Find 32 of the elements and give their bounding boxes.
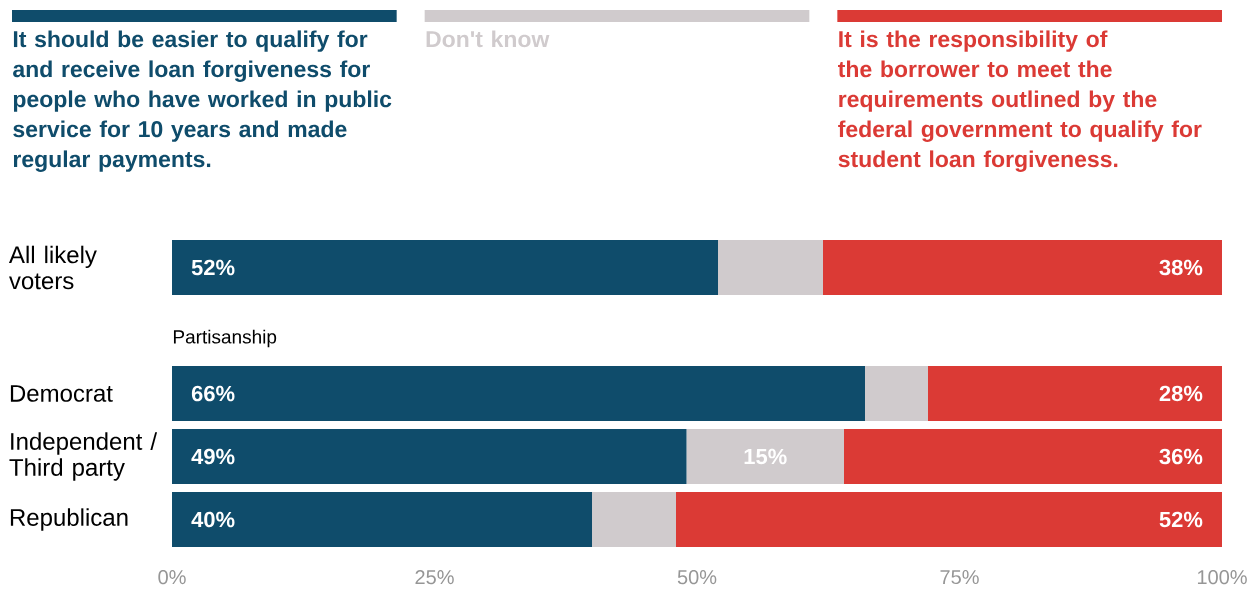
bar (844, 428, 1222, 484)
bar (676, 491, 1222, 547)
y-tick-label: Independent / Third party (9, 432, 158, 481)
data-label: 38% (1159, 259, 1203, 276)
bar (172, 491, 593, 547)
x-tick-label: 75% (940, 570, 979, 585)
bar (172, 428, 687, 484)
data-label: 52% (191, 259, 235, 276)
text: It should be easier to qualify for and receive loan forgiveness for people who have worked in public service for 10 years and made regular payments. (13, 30, 392, 172)
data-label: 36% (1159, 448, 1203, 465)
x-tick-label: 50% (677, 570, 717, 585)
bar (592, 491, 677, 547)
bar (823, 240, 1222, 295)
bar (686, 428, 845, 484)
x-tick-label: 0% (158, 570, 186, 585)
y-tick-label: All likely voters (8, 245, 97, 290)
bar (928, 366, 1222, 421)
data-label: 66% (191, 385, 235, 402)
bar (718, 240, 824, 295)
data-label: 40% (191, 511, 235, 528)
y-tick-label: Republican (10, 508, 128, 531)
x-tick-label: 25% (415, 570, 454, 585)
text: It is the responsibility of the borrower to meet the requirements outlined by the federal government to qualify for student loan forgiveness. (838, 30, 1202, 172)
data-label: 52% (1159, 511, 1203, 528)
x-tick-label: 100% (1197, 570, 1247, 585)
bar (865, 366, 929, 421)
bar (172, 366, 866, 421)
bar (172, 240, 719, 295)
annotation: Partisanship (173, 329, 277, 348)
data-label: 49% (191, 448, 235, 465)
data-label: 28% (1159, 385, 1203, 402)
y-tick-label: Democrat (10, 385, 113, 402)
